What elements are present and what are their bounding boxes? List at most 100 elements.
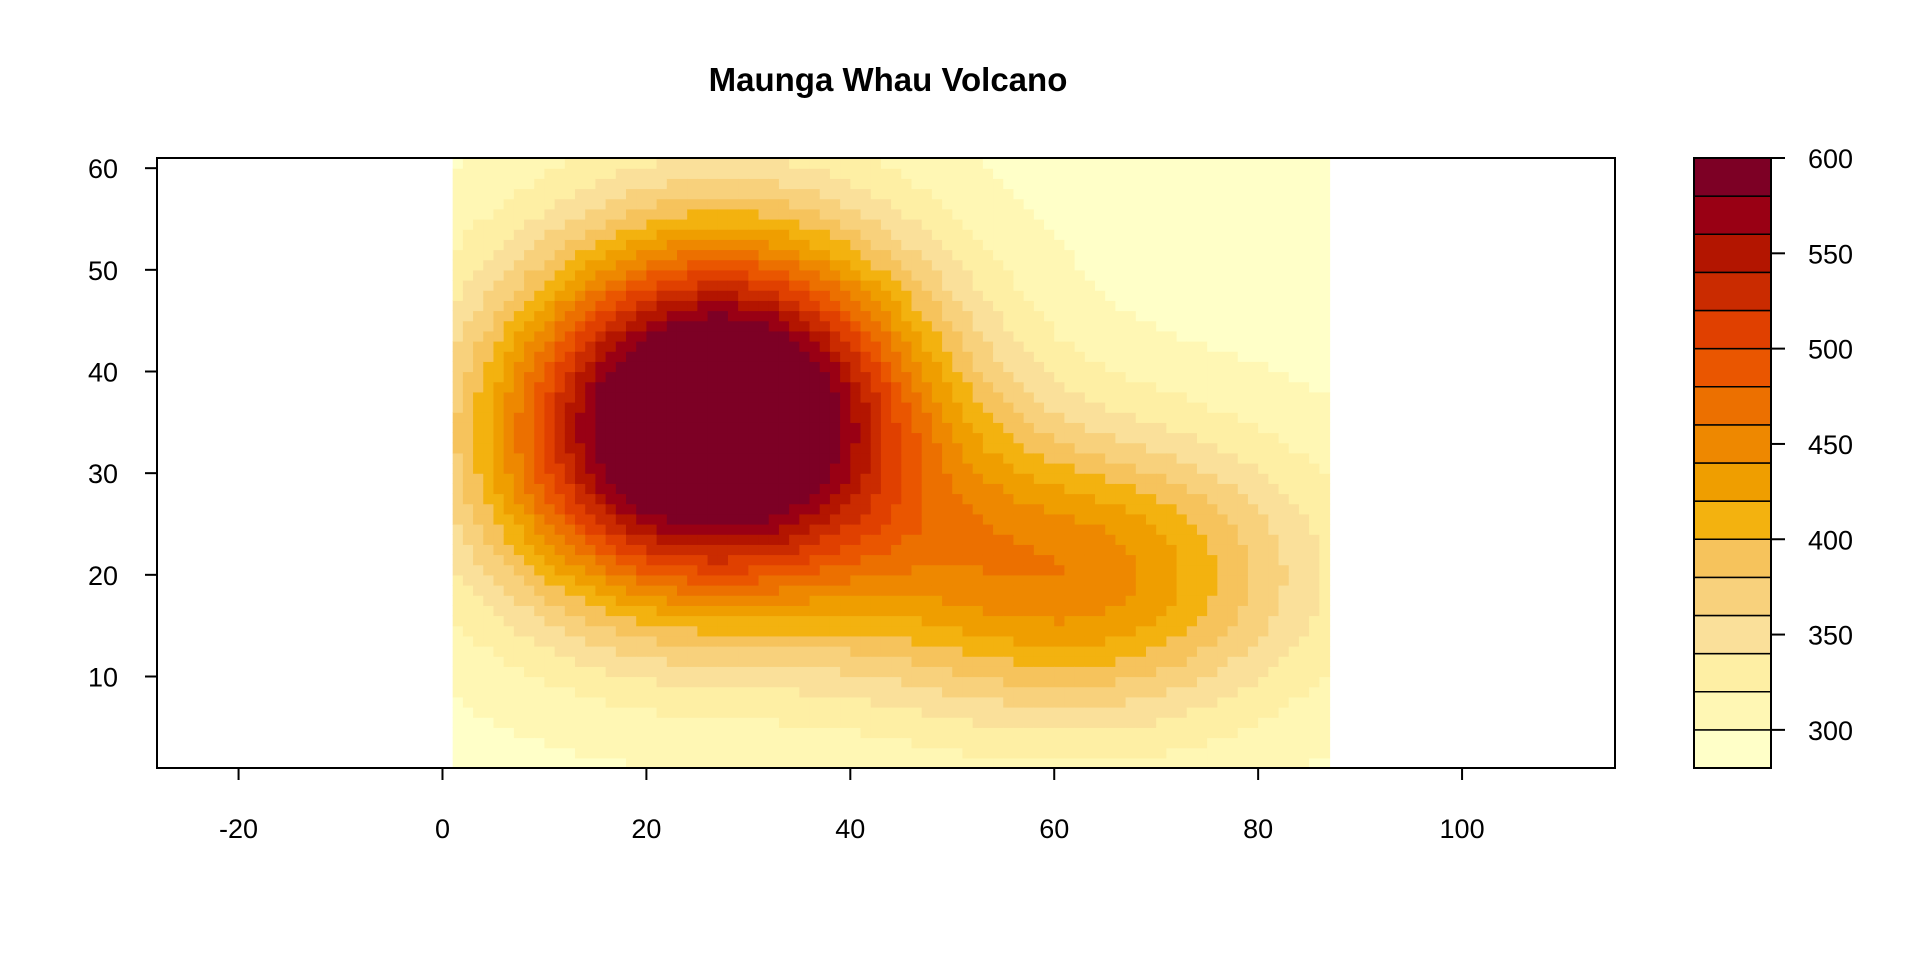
contour-cell bbox=[513, 290, 525, 301]
contour-cell bbox=[850, 422, 862, 434]
contour-cell bbox=[870, 280, 882, 291]
contour-cell bbox=[952, 483, 964, 495]
contour-cell bbox=[952, 341, 964, 352]
contour-cell bbox=[880, 219, 892, 230]
contour-cell bbox=[595, 564, 607, 576]
contour-cell bbox=[1033, 300, 1045, 312]
contour-cell bbox=[1084, 473, 1096, 484]
contour-cell bbox=[1186, 574, 1198, 586]
contour-cell bbox=[1196, 198, 1208, 210]
contour-cell bbox=[799, 463, 811, 474]
contour-cell bbox=[666, 290, 678, 301]
contour-cell bbox=[452, 432, 464, 444]
contour-cell bbox=[1207, 432, 1218, 444]
contour-cell bbox=[564, 412, 576, 423]
contour-cell bbox=[1084, 452, 1096, 464]
contour-cell bbox=[1196, 635, 1208, 647]
contour-cell bbox=[462, 554, 474, 566]
contour-cell bbox=[1227, 747, 1239, 759]
contour-cell bbox=[493, 585, 505, 596]
contour-cell bbox=[575, 737, 586, 749]
contour-cell bbox=[880, 361, 892, 373]
contour-cell bbox=[901, 605, 913, 617]
contour-cell bbox=[860, 696, 872, 708]
contour-cell bbox=[829, 585, 841, 596]
contour-cell bbox=[1196, 391, 1208, 403]
contour-cell bbox=[993, 524, 1004, 535]
contour-cell bbox=[1044, 310, 1055, 322]
contour-cell bbox=[564, 554, 576, 566]
contour-cell bbox=[595, 747, 607, 759]
contour-cell bbox=[1176, 544, 1188, 556]
contour-cell bbox=[1207, 381, 1218, 393]
contour-cell bbox=[799, 402, 811, 413]
contour-cell bbox=[1125, 747, 1137, 759]
contour-cell bbox=[850, 493, 862, 505]
contour-cell bbox=[1268, 554, 1280, 566]
contour-cell bbox=[1125, 229, 1137, 240]
contour-cell bbox=[513, 473, 525, 484]
contour-cell bbox=[564, 361, 576, 373]
contour-cell bbox=[452, 544, 464, 556]
contour-cell bbox=[1003, 615, 1015, 627]
contour-cell bbox=[452, 168, 464, 179]
contour-cell bbox=[962, 747, 974, 759]
contour-cell bbox=[1156, 320, 1167, 332]
contour-cell bbox=[1166, 280, 1178, 291]
contour-cell bbox=[850, 747, 862, 759]
contour-cell bbox=[1207, 503, 1218, 515]
contour-cell bbox=[931, 574, 943, 586]
contour-cell bbox=[870, 707, 882, 718]
contour-cell bbox=[911, 219, 923, 230]
contour-cell bbox=[850, 402, 862, 413]
contour-cell bbox=[1217, 432, 1229, 444]
contour-cell bbox=[931, 727, 943, 739]
contour-cell bbox=[687, 585, 698, 596]
contour-cell bbox=[1135, 554, 1147, 566]
contour-cell bbox=[789, 585, 800, 596]
contour-cell bbox=[1258, 402, 1269, 413]
contour-cell bbox=[1125, 168, 1137, 179]
contour-cell bbox=[493, 432, 505, 444]
contour-cell bbox=[615, 524, 627, 535]
contour-cell bbox=[829, 310, 841, 322]
contour-cell bbox=[1125, 676, 1137, 688]
contour-cell bbox=[1135, 666, 1147, 678]
contour-cell bbox=[534, 310, 546, 322]
contour-cell bbox=[1074, 717, 1086, 728]
contour-cell bbox=[1074, 168, 1086, 179]
contour-cell bbox=[1196, 757, 1208, 768]
contour-cell bbox=[1064, 239, 1076, 251]
contour-cell bbox=[952, 676, 964, 688]
contour-cell bbox=[901, 747, 913, 759]
contour-cell bbox=[1268, 574, 1280, 586]
contour-cell bbox=[452, 625, 464, 637]
contour-cell bbox=[1247, 208, 1259, 220]
contour-cell bbox=[768, 707, 780, 718]
contour-cell bbox=[462, 290, 474, 301]
contour-cell bbox=[972, 269, 984, 281]
contour-cell bbox=[829, 646, 841, 657]
contour-cell bbox=[952, 696, 964, 708]
contour-cell bbox=[656, 178, 668, 190]
contour-cell bbox=[462, 595, 474, 606]
contour-cell bbox=[462, 371, 474, 383]
contour-cell bbox=[707, 188, 719, 200]
contour-cell bbox=[870, 747, 882, 759]
contour-cell bbox=[748, 554, 760, 566]
contour-cell bbox=[1278, 615, 1290, 627]
contour-cell bbox=[1145, 320, 1157, 332]
contour-cell bbox=[1186, 717, 1198, 728]
contour-cell bbox=[1145, 198, 1157, 210]
contour-cell bbox=[1247, 300, 1259, 312]
contour-cell bbox=[1125, 493, 1137, 505]
contour-cell bbox=[1288, 737, 1300, 749]
contour-cell bbox=[636, 747, 647, 759]
contour-cell bbox=[585, 534, 597, 545]
contour-cell bbox=[829, 544, 841, 556]
contour-cell bbox=[483, 564, 495, 576]
contour-cell bbox=[738, 381, 749, 393]
contour-cell bbox=[717, 259, 729, 271]
contour-cell bbox=[1105, 524, 1117, 535]
contour-cell bbox=[595, 737, 607, 749]
